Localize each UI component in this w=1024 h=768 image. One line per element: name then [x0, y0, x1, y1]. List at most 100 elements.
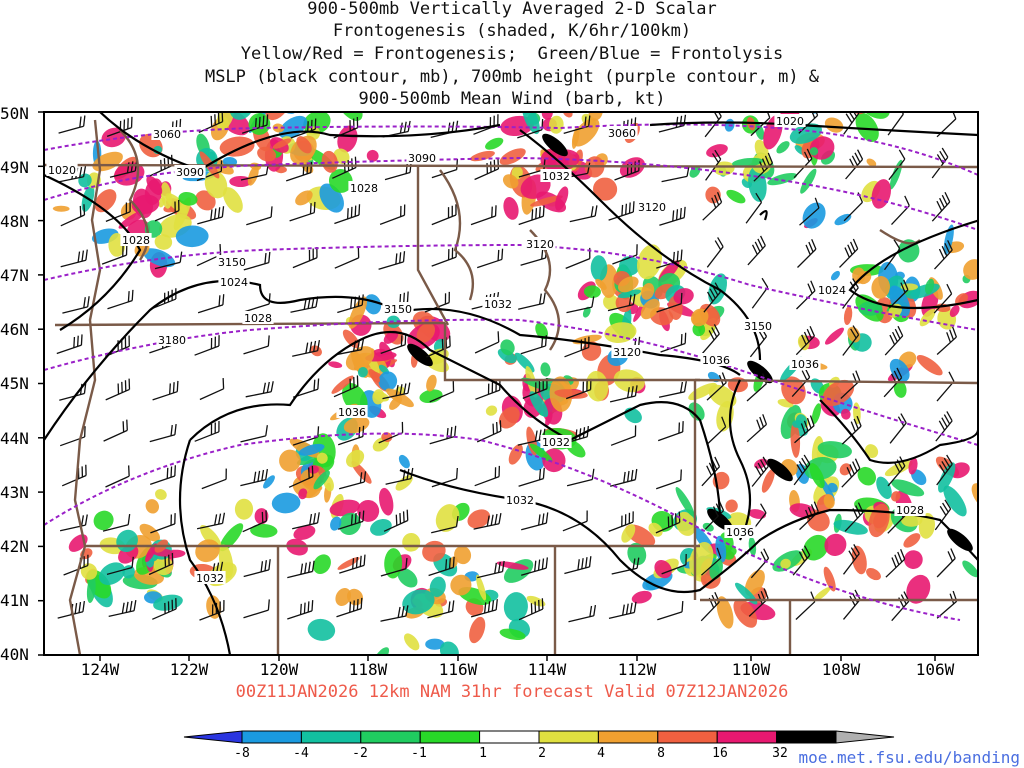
wind-barb	[427, 600, 455, 619]
contour-label-bg	[606, 126, 638, 139]
contour-label: 1036	[791, 358, 819, 371]
credit-link[interactable]: moe.met.fsu.edu/banding	[798, 748, 1020, 767]
wind-barb	[287, 560, 315, 579]
wind-barb	[701, 324, 720, 355]
shading-cell	[330, 88, 350, 106]
shading-cell	[272, 138, 292, 149]
shading-cell	[328, 168, 353, 193]
colorbar-segment	[776, 730, 837, 744]
shading-cell	[419, 389, 443, 404]
contour-label: 1032	[542, 170, 570, 183]
wind-barb	[148, 553, 174, 576]
wind-barb	[891, 195, 910, 226]
shading-cell	[541, 112, 553, 120]
shading-cell	[548, 115, 564, 134]
wind-barb	[383, 509, 409, 532]
wind-barb	[380, 558, 408, 577]
shading-cell	[748, 166, 767, 202]
shading-cell	[716, 596, 734, 629]
shading-cell	[178, 191, 198, 206]
shading-cell	[216, 112, 235, 131]
wind-barb	[562, 510, 588, 532]
shading-cell	[618, 276, 639, 293]
wind-barb	[289, 201, 316, 222]
contour-label: 1036	[702, 354, 730, 367]
shading-cell	[778, 100, 811, 111]
wind-barb	[936, 326, 958, 355]
shading-cell	[499, 148, 526, 165]
wind-barb	[152, 598, 177, 620]
shading-cell	[726, 189, 746, 204]
shading-cell	[271, 492, 301, 514]
shading-cell	[640, 298, 660, 320]
wind-barb	[569, 205, 598, 223]
shading-cell	[450, 574, 472, 596]
wind-barb	[333, 375, 359, 398]
shading-cell	[485, 137, 504, 150]
wind-barb	[240, 468, 268, 487]
shading-cell	[675, 511, 696, 536]
wind-barb	[379, 204, 406, 226]
wind-barb	[702, 192, 723, 221]
shading-cell	[839, 463, 852, 476]
shading-cell	[154, 234, 173, 250]
shading-cell	[86, 575, 96, 604]
shading-cell	[571, 126, 580, 149]
title-line-5: 900-500mb Mean Wind (barb, kt)	[358, 89, 666, 109]
colorbar-tick-label: 32	[772, 746, 788, 761]
wind-barb	[241, 114, 269, 134]
wind-barb	[885, 548, 906, 578]
shading-cell	[557, 155, 569, 166]
wind-barb	[473, 114, 499, 135]
contour-label: 3120	[526, 238, 554, 251]
shading-cell	[385, 388, 414, 408]
wind-barb	[58, 115, 86, 134]
wind-barb	[839, 238, 859, 268]
contour-label-bg	[482, 297, 514, 310]
shading-cell	[866, 568, 881, 581]
colorbar-tick-label: -2	[352, 746, 368, 761]
shading-cell	[648, 522, 663, 537]
shading-cell	[496, 561, 529, 570]
shading-cell	[435, 504, 460, 532]
shading-cell	[476, 574, 487, 601]
shading-cell	[530, 195, 563, 207]
wind-barb	[477, 560, 505, 579]
contour-label-bg	[611, 345, 643, 358]
colorbar-tick-label: 1	[479, 746, 487, 761]
wind-barb	[470, 599, 498, 618]
wind-barb	[150, 513, 176, 534]
wind-barb	[474, 465, 500, 487]
wind-barb	[841, 458, 861, 488]
wind-barb	[936, 548, 956, 578]
colorbar-tick-label: -1	[411, 746, 427, 761]
wind-barb	[795, 325, 816, 356]
shading-cell	[855, 112, 879, 142]
shading-cell	[884, 460, 913, 477]
wind-barb	[609, 385, 638, 403]
shading-cell	[706, 144, 728, 158]
colorbar-segment	[419, 730, 481, 744]
shading-cell	[298, 443, 325, 456]
shading-cell	[279, 449, 301, 472]
wind-barb	[476, 248, 504, 269]
wind-barb	[704, 112, 722, 138]
title-line-3: Yellow/Red = Frontogenesis; Green/Blue =…	[240, 44, 784, 64]
shading-cell	[827, 482, 838, 493]
map-panel	[44, 88, 978, 655]
shading-cell	[889, 285, 911, 317]
wind-barb	[796, 280, 816, 310]
shading-cell	[792, 420, 804, 428]
shading-cell	[508, 444, 523, 465]
shading-cell	[891, 479, 925, 497]
shading-cell	[383, 330, 399, 344]
shading-cell	[809, 147, 819, 156]
wind-barb	[339, 471, 367, 490]
shading-cell	[426, 374, 437, 392]
contour-label: 3180	[158, 334, 186, 347]
wind-barb	[706, 237, 724, 268]
shading-cell	[328, 361, 343, 369]
wind-barb	[474, 331, 500, 354]
contour-label-bg	[742, 319, 774, 332]
contour-label: 1032	[506, 494, 534, 507]
